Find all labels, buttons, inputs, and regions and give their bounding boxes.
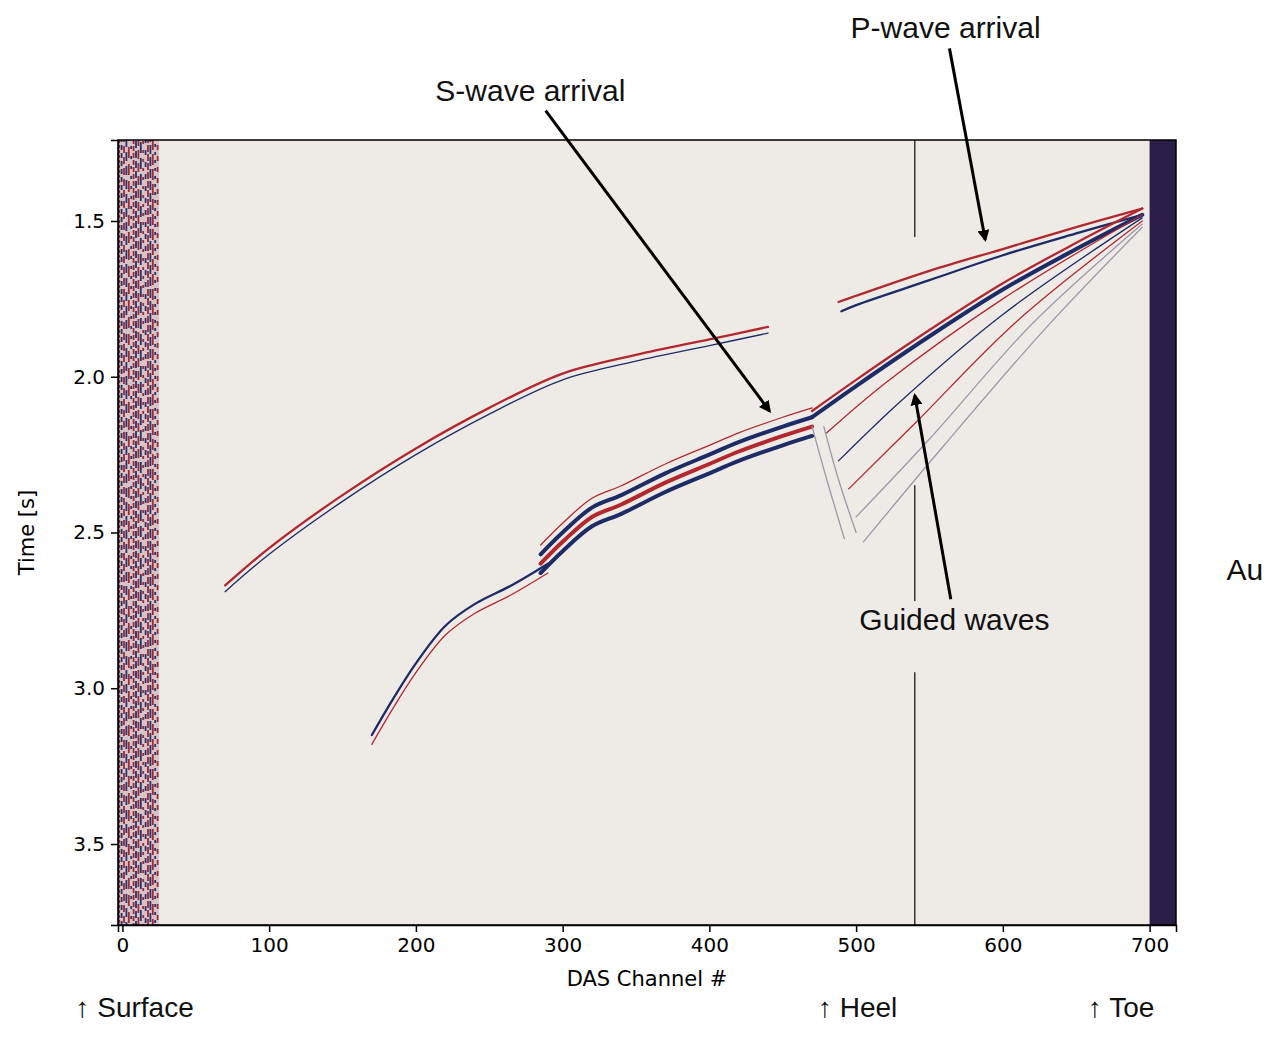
tick-label: 0 bbox=[117, 933, 130, 957]
tick: 200 bbox=[397, 925, 435, 957]
tick: 3.0 bbox=[73, 676, 118, 700]
annotation-arrow bbox=[949, 48, 985, 239]
region bbox=[1150, 140, 1176, 925]
tick-label: 200 bbox=[397, 933, 435, 957]
region-stripe bbox=[128, 140, 130, 925]
tick-mark bbox=[1003, 925, 1005, 932]
label-patch bbox=[855, 601, 1053, 638]
tick-mark bbox=[416, 925, 418, 932]
tick-label: 500 bbox=[838, 933, 876, 957]
tick-mark bbox=[111, 221, 118, 223]
tick: 3.5 bbox=[73, 832, 118, 856]
region-stripe bbox=[121, 140, 123, 925]
region-stripe bbox=[157, 140, 159, 925]
y-axis: 1.5 2.0 2.5 3.0 3.5 bbox=[73, 141, 118, 926]
annotation-text: P-wave arrival bbox=[851, 11, 1041, 44]
tick: 500 bbox=[838, 925, 876, 957]
tick-label: 100 bbox=[251, 933, 289, 957]
tick-label: 3.5 bbox=[73, 832, 105, 856]
tick-mark bbox=[111, 376, 118, 378]
tick-label: 400 bbox=[691, 933, 729, 957]
tick-mark bbox=[562, 925, 564, 932]
tick: 300 bbox=[544, 925, 582, 957]
tick-label: 3.0 bbox=[73, 676, 105, 700]
tick-mark bbox=[122, 925, 124, 932]
axis-note: ↑ Toe bbox=[1088, 992, 1154, 1023]
axis-line bbox=[119, 926, 1177, 933]
annotation-text: Guided waves bbox=[859, 603, 1049, 636]
axis-note: ↑ Surface bbox=[75, 992, 193, 1023]
region-stripe bbox=[123, 140, 125, 925]
wave-line bbox=[856, 224, 1142, 517]
tick-label: 300 bbox=[544, 933, 582, 957]
tick-label: 1.5 bbox=[73, 209, 105, 233]
annotation-arrow bbox=[546, 111, 770, 411]
region-stripe bbox=[135, 140, 137, 925]
tick-label: 2.0 bbox=[73, 365, 105, 389]
tick: 100 bbox=[251, 925, 289, 957]
region bbox=[118, 140, 159, 925]
tick-mark bbox=[1149, 925, 1151, 932]
region-stripe bbox=[137, 140, 139, 925]
wave-line bbox=[541, 408, 812, 545]
tick-mark bbox=[111, 532, 118, 534]
tick: 1.5 bbox=[73, 209, 118, 233]
wave-line bbox=[225, 327, 768, 586]
wave-line bbox=[824, 427, 856, 533]
annotation-text: Au bbox=[1227, 553, 1264, 586]
tick-mark bbox=[111, 844, 118, 846]
annotation: Guided waves bbox=[855, 395, 1053, 638]
tick: 0 bbox=[117, 925, 130, 957]
wave-line bbox=[863, 227, 1142, 542]
wave-line bbox=[838, 218, 1142, 461]
region-stripe bbox=[133, 140, 135, 925]
region-stripe bbox=[130, 140, 132, 925]
tick: 600 bbox=[984, 925, 1022, 957]
annotation-arrow bbox=[915, 395, 951, 599]
region-stripe bbox=[140, 140, 142, 925]
wave-line bbox=[372, 573, 548, 744]
x-axis: 0 100 200 300 400 500 600 700 bbox=[117, 925, 1177, 957]
tick: 700 bbox=[1131, 925, 1169, 957]
region-band bbox=[1150, 140, 1176, 925]
wave-line bbox=[541, 436, 812, 573]
region-stripe bbox=[149, 140, 151, 925]
region-stripe bbox=[142, 140, 144, 925]
x-axis-title: DAS Channel # bbox=[567, 967, 728, 991]
tick-mark bbox=[269, 925, 271, 932]
region-stripe bbox=[147, 140, 149, 925]
wave-line bbox=[914, 140, 915, 925]
tick: 2.5 bbox=[73, 520, 118, 544]
axis-note: ↑ Heel bbox=[818, 992, 897, 1023]
tick-label: 2.5 bbox=[73, 520, 105, 544]
wave-line bbox=[827, 215, 1142, 433]
annotation: S-wave arrival bbox=[435, 74, 769, 411]
tick-mark bbox=[709, 925, 711, 932]
region-stripe bbox=[154, 140, 156, 925]
y-axis-title: Time [s] bbox=[15, 490, 39, 576]
annotation: Au bbox=[1227, 553, 1264, 586]
annotations: P-wave arrival S-wave arrival Guided waves… bbox=[435, 11, 1263, 638]
tick-mark bbox=[856, 925, 858, 932]
region-stripe bbox=[145, 140, 147, 925]
tick: 400 bbox=[691, 925, 729, 957]
tick-label: 700 bbox=[1131, 933, 1169, 957]
region-stripe bbox=[126, 140, 128, 925]
annotation: P-wave arrival bbox=[851, 11, 1041, 239]
chart: 0 100 200 300 400 500 600 700 1.5 2.0 2.5 3.0 3.5 DAS… bbox=[0, 0, 1271, 1050]
annotation-text: S-wave arrival bbox=[435, 74, 625, 107]
plot-frame bbox=[118, 140, 1176, 925]
plot-marks bbox=[118, 140, 1176, 925]
region-band bbox=[118, 140, 159, 925]
plot-background bbox=[118, 140, 1176, 925]
tick: 2.0 bbox=[73, 365, 118, 389]
tick-mark bbox=[111, 688, 118, 690]
region-stripe bbox=[152, 140, 154, 925]
wave-line bbox=[849, 221, 1142, 489]
tick-label: 600 bbox=[984, 933, 1022, 957]
